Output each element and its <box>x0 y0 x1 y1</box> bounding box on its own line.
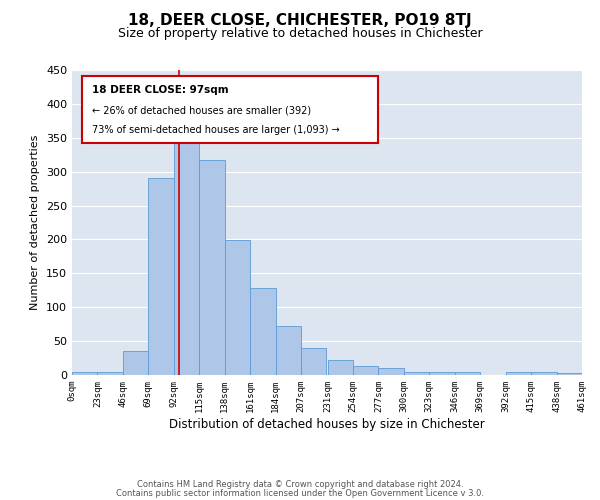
Bar <box>531 372 557 375</box>
Text: Contains public sector information licensed under the Open Government Licence v : Contains public sector information licen… <box>116 488 484 498</box>
Bar <box>174 132 199 375</box>
Bar <box>199 160 224 375</box>
Bar <box>148 178 174 375</box>
Text: 18 DEER CLOSE: 97sqm: 18 DEER CLOSE: 97sqm <box>92 85 229 95</box>
Bar <box>379 368 404 375</box>
Bar <box>301 348 326 375</box>
FancyBboxPatch shape <box>82 76 378 143</box>
Text: 73% of semi-detached houses are larger (1,093) →: 73% of semi-detached houses are larger (… <box>92 125 340 135</box>
X-axis label: Distribution of detached houses by size in Chichester: Distribution of detached houses by size … <box>169 418 485 430</box>
Text: Size of property relative to detached houses in Chichester: Size of property relative to detached ho… <box>118 28 482 40</box>
Text: ← 26% of detached houses are smaller (392): ← 26% of detached houses are smaller (39… <box>92 105 311 115</box>
Text: 18, DEER CLOSE, CHICHESTER, PO19 8TJ: 18, DEER CLOSE, CHICHESTER, PO19 8TJ <box>128 12 472 28</box>
Bar <box>455 372 480 375</box>
Text: Contains HM Land Registry data © Crown copyright and database right 2024.: Contains HM Land Registry data © Crown c… <box>137 480 463 489</box>
Bar <box>224 240 250 375</box>
Bar <box>557 373 582 375</box>
Bar <box>97 372 123 375</box>
Bar <box>72 372 97 375</box>
Bar <box>250 288 275 375</box>
Bar <box>430 372 455 375</box>
Bar <box>404 372 430 375</box>
Y-axis label: Number of detached properties: Number of detached properties <box>31 135 40 310</box>
Bar <box>123 350 148 375</box>
Bar <box>353 366 379 375</box>
Bar <box>506 372 531 375</box>
Bar <box>328 360 353 375</box>
Bar <box>275 326 301 375</box>
